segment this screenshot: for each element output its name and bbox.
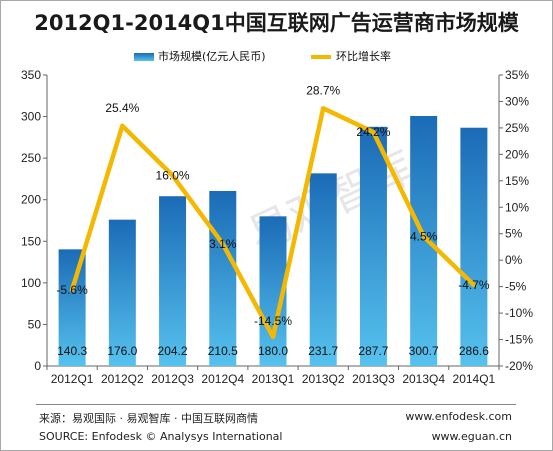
x-tick-label: 2012Q4: [201, 372, 244, 386]
legend-bar-label: 市场规模(亿元人民币): [158, 49, 266, 63]
growth-rate-label: -5.6%: [56, 283, 88, 297]
x-tick-label: 2013Q4: [402, 372, 445, 386]
growth-rate-label: 25.4%: [105, 101, 139, 115]
x-tick-label: 2014Q1: [453, 372, 496, 386]
y-right-tick-label: 30%: [505, 94, 529, 108]
bar-value-label: 231.7: [308, 344, 338, 358]
bar-2012Q1: [58, 249, 86, 366]
growth-rate-point: [371, 130, 376, 135]
y-right-tick-label: 25%: [505, 121, 529, 135]
bar-value-label: 286.6: [459, 344, 489, 358]
y-right-tick-label: 35%: [505, 68, 529, 82]
url-enfodesk: www.enfodesk.com: [405, 410, 512, 423]
growth-rate-label: 28.7%: [306, 83, 340, 97]
source-cn: 来源：易观国际 · 易观智库 · 中国互联网商情: [39, 412, 258, 425]
growth-rate-label: -4.7%: [458, 278, 490, 292]
y-left-tick-label: 100: [21, 276, 41, 290]
growth-rate-point: [421, 234, 426, 239]
y-right-tick-label: 10%: [505, 200, 529, 214]
x-tick-label: 2013Q2: [302, 372, 345, 386]
growth-rate-label: 3.1%: [209, 237, 237, 251]
y-right-tick-label: 20%: [505, 147, 529, 161]
y-left-tick-label: 50: [28, 317, 42, 331]
x-tick-label: 2013Q3: [352, 372, 395, 386]
growth-rate-point: [120, 123, 125, 128]
y-right-tick-label: -5%: [505, 280, 527, 294]
y-left-tick-label: 300: [21, 110, 41, 124]
bar-2012Q3: [159, 196, 187, 366]
growth-rate-label: -14.5%: [254, 314, 292, 328]
bar-2013Q3: [359, 126, 387, 366]
bar-value-label: 204.2: [158, 344, 188, 358]
y-left-tick-label: 350: [21, 68, 41, 82]
y-right-tick-label: 15%: [505, 174, 529, 188]
growth-rate-label: 16.0%: [156, 169, 190, 183]
x-tick-label: 2012Q1: [51, 372, 94, 386]
growth-rate-point: [220, 241, 225, 246]
footer-divider: [36, 404, 516, 405]
bar-2014Q1: [460, 127, 488, 366]
bar-2013Q4: [410, 115, 438, 366]
url-eguan: www.eguan.cn: [431, 430, 512, 443]
growth-rate-point: [271, 334, 275, 339]
bar-2012Q4: [209, 190, 237, 366]
source-en: SOURCE: Enfodesk © Analysys Internationa…: [39, 430, 283, 443]
bar-2012Q2: [108, 219, 136, 366]
x-tick-label: 2012Q2: [101, 372, 144, 386]
legend-line-label: 环比增长率: [336, 49, 391, 63]
y-right-tick-label: -15%: [505, 333, 533, 347]
y-right-tick-label: 5%: [505, 227, 523, 241]
growth-rate-label: 4.5%: [410, 229, 438, 243]
growth-rate-point: [471, 283, 476, 288]
y-left-tick-label: 150: [21, 234, 41, 248]
y-left-tick-label: 250: [21, 151, 41, 165]
y-right-tick-label: -20%: [505, 359, 533, 373]
bar-value-label: 176.0: [107, 344, 137, 358]
bar-value-label: 287.7: [358, 344, 388, 358]
y-left-tick-label: 200: [21, 193, 41, 207]
bar-value-label: 210.5: [208, 344, 238, 358]
bar-value-label: 300.7: [409, 344, 439, 358]
growth-rate-point: [70, 287, 75, 292]
bar-2013Q2: [309, 173, 337, 366]
x-tick-label: 2012Q3: [151, 372, 194, 386]
bar-value-label: 180.0: [258, 344, 288, 358]
growth-rate-label: 24.2%: [356, 125, 390, 139]
x-tick-label: 2013Q1: [252, 372, 295, 386]
y-right-tick-label: 0%: [505, 253, 523, 267]
y-left-tick-label: 0: [34, 359, 41, 373]
y-right-tick-label: -10%: [505, 306, 533, 320]
chart-title: 2012Q1-2014Q1中国互联网广告运营商市场规模: [34, 11, 519, 35]
bar-value-label: 140.3: [57, 344, 87, 358]
growth-rate-point: [170, 173, 175, 178]
legend-bar-swatch: [134, 53, 154, 61]
growth-rate-point: [321, 106, 326, 111]
